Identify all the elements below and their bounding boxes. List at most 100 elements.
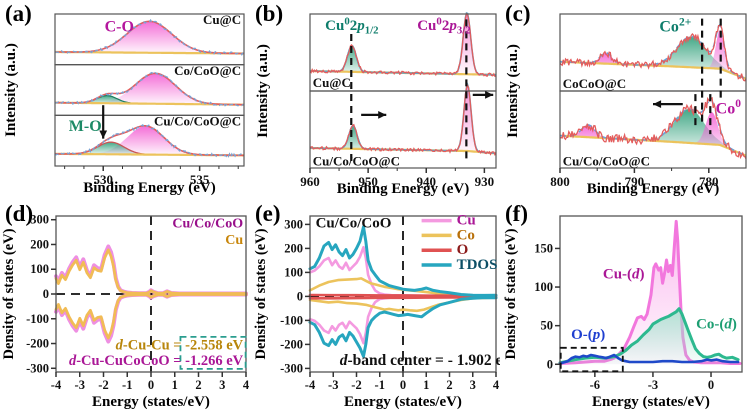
y-tick-label: 100 xyxy=(534,280,553,294)
y-tick-label: -200 xyxy=(280,337,303,351)
x-tick-label: 960 xyxy=(300,174,320,189)
arrow-head xyxy=(378,111,387,119)
panel-b-plot: Cu@C Cu/Co/CoO@C 960 950 940 930 Binding Energ… xyxy=(255,12,497,197)
xps-peak xyxy=(560,30,746,79)
series-fill-Co-(d) xyxy=(560,308,739,365)
xps-peak xyxy=(560,36,746,79)
x-tick-label: 2 xyxy=(195,378,201,392)
xps-peak xyxy=(310,84,496,154)
arrow-head xyxy=(99,130,108,139)
sample-label: Cu/Co/CoO@C xyxy=(313,154,400,169)
x-tick-label: 950 xyxy=(358,174,378,189)
series-O-down xyxy=(308,296,498,300)
y-tick-label: 50 xyxy=(541,319,554,333)
x-tick-label: 790 xyxy=(625,174,645,189)
panel-f-tag: (f) xyxy=(505,201,528,226)
x-axis-label: Energy (states/eV) xyxy=(92,394,210,410)
xps-raw xyxy=(559,24,747,82)
arrow-head xyxy=(653,100,662,108)
x-tick-label: -1 xyxy=(122,378,132,392)
y-tick-label: 100 xyxy=(30,262,49,276)
x-tick-label: 930 xyxy=(475,174,495,189)
subpanel-frame xyxy=(309,90,497,169)
x-axis-label: Binding Energy (eV) xyxy=(337,181,470,197)
panel-d-tag: (d) xyxy=(5,201,34,226)
xps-raw xyxy=(54,124,245,159)
x-tick-label: -3 xyxy=(328,378,338,392)
panel-e-tag: (e) xyxy=(255,201,281,226)
series-O-(p) xyxy=(558,353,740,365)
sample-label: Cu@C xyxy=(313,75,351,90)
x-tick-label: 2 xyxy=(446,378,452,392)
annotation-text: d-Cu-CuCoCoO = -1.266 eV xyxy=(69,353,244,369)
series-Co-(d) xyxy=(558,307,740,365)
annotation-text: C-O xyxy=(105,18,134,35)
y-tick-label: 0 xyxy=(297,289,303,303)
xps-peak xyxy=(560,112,746,156)
annotation-text: Co-(d) xyxy=(696,316,737,332)
panel-b: (b) Cu@C Cu/Co/CoO@C 960 950 940 930 Binding E… xyxy=(250,0,500,200)
xps-peak xyxy=(55,126,244,156)
xps-raw xyxy=(309,84,497,157)
series-Cu xyxy=(54,248,248,295)
x-tick-label: 1 xyxy=(172,378,178,392)
annotation-text: Co0 xyxy=(716,98,742,117)
annotation-text: O-(p) xyxy=(571,327,605,343)
legend-label-Cu: Cu xyxy=(457,213,476,229)
y-tick-label: 150 xyxy=(534,241,553,255)
panel-c: (c) CoCoO@C Cu/Co/CoO@C 800 790 780 Binding E… xyxy=(500,0,750,200)
x-tick-label: -2 xyxy=(98,378,108,392)
y-axis-label: Density of states (eV) xyxy=(503,228,519,359)
legend-label-O: O xyxy=(457,242,469,258)
annotation-text: Cu-(d) xyxy=(603,266,645,282)
annotation-text: d-Cu-Cu = -2.558 eV xyxy=(116,337,244,353)
xps-raw xyxy=(54,18,245,56)
y-tick-label: -200 xyxy=(26,337,49,351)
x-tick-label: 940 xyxy=(417,174,437,189)
x-tick-label: 0 xyxy=(400,378,406,392)
panel-a: (a) Cu@C Co/CoO@C Cu/Co/CoO@C 530 535 Binding… xyxy=(0,0,250,200)
xps-raw xyxy=(54,71,245,107)
x-tick-label: 0 xyxy=(708,378,714,392)
y-tick-label: 300 xyxy=(30,213,49,227)
annotation-text: d-band center = - 1.902 eV xyxy=(340,352,500,369)
series-TDOS xyxy=(308,225,498,297)
y-tick-label: 300 xyxy=(284,217,303,231)
y-tick-label: 200 xyxy=(30,237,49,251)
y-axis-label: Density of states (eV) xyxy=(1,228,17,359)
xps-peak xyxy=(560,109,746,156)
highlight-dashed-box xyxy=(179,335,247,370)
y-tick-label: -300 xyxy=(26,361,49,375)
highlight-dashed-box xyxy=(559,346,624,373)
y-tick-label: -100 xyxy=(280,313,303,327)
sample-label: Cu@C xyxy=(203,12,241,27)
y-axis-label: Intensity (a.u.) xyxy=(3,43,19,137)
sample-label: CoCoO@C xyxy=(563,76,626,91)
x-tick-label: 530 xyxy=(93,172,113,187)
y-tick-label: 100 xyxy=(284,265,303,279)
x-tick-label: 780 xyxy=(699,174,719,189)
y-axis-label: Intensity (a.u.) xyxy=(255,44,271,138)
annotation-text: Cu/Co/CoO xyxy=(316,216,392,232)
xps-raw xyxy=(559,96,747,160)
x-tick-label: 800 xyxy=(550,174,570,189)
panel-f: (f) -6 -3 0 0 50 100 150 Energy (states/eV) Dens… xyxy=(500,200,750,413)
sample-label: Cu/Co/CoO@C xyxy=(563,154,650,169)
x-axis-label: Binding Energy (eV) xyxy=(83,180,216,196)
x-tick-label: 4 xyxy=(493,378,500,392)
panel-d: (d) -4 -3 -2 -1 0 1 2 3 4 -300 -200 -100 0 100 200 300 E… xyxy=(0,200,250,413)
x-tick-label: 535 xyxy=(190,172,210,187)
x-tick-label: 4 xyxy=(243,378,250,392)
x-tick-label: 3 xyxy=(219,378,225,392)
series-TDOS-down xyxy=(308,296,498,358)
xps-raw xyxy=(309,12,497,78)
annotation-text: Co2+ xyxy=(659,17,691,36)
x-tick-label: -3 xyxy=(75,378,85,392)
sample-label: Co/CoO@C xyxy=(174,63,241,78)
x-tick-label: -1 xyxy=(375,378,385,392)
legend-label-Co: Co xyxy=(457,227,475,243)
panel-e: (e) -4 -3 -2 -1 0 1 2 3 4 -300 -200 -100 0 100 200 300 E… xyxy=(250,200,500,413)
